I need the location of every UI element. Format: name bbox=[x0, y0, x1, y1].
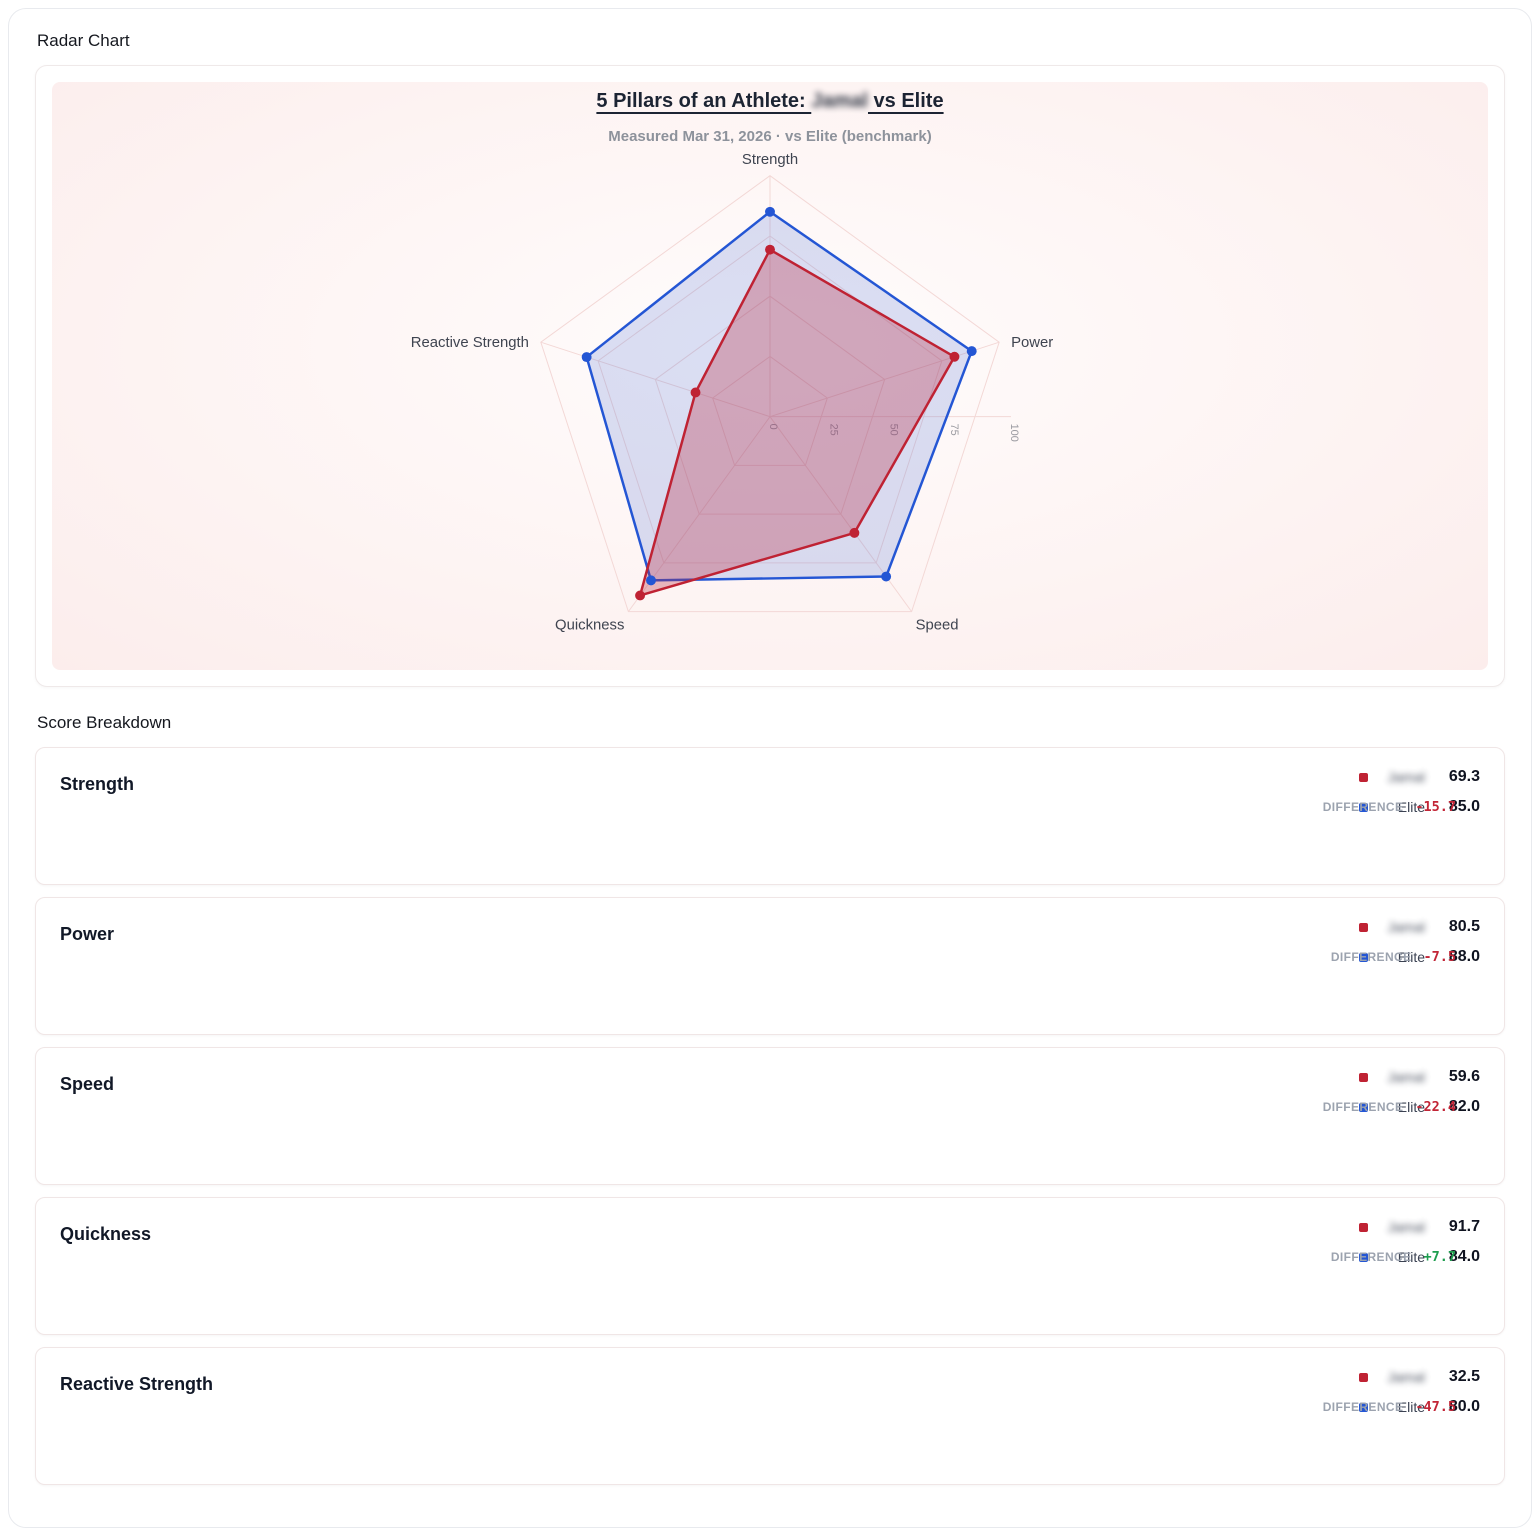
breakdown-section-title: Score Breakdown bbox=[37, 713, 172, 732]
athlete-value: 32.5 bbox=[1448, 1368, 1480, 1385]
difference-label: DIFFERENCE bbox=[1330, 1250, 1412, 1264]
category-label: Strength bbox=[60, 774, 134, 794]
difference-row: DIFFERENCE -7.5 bbox=[1331, 949, 1456, 965]
svg-text:Reactive Strength: Reactive Strength bbox=[411, 335, 529, 351]
svg-text:75: 75 bbox=[948, 424, 960, 436]
svg-text:25: 25 bbox=[827, 424, 839, 436]
difference-value: -7.5 bbox=[1423, 949, 1456, 965]
difference-row: DIFFERENCE -22.4 bbox=[1323, 1099, 1456, 1115]
chart-subtitle: Measured Mar 31, 2026 · vs Elite (benchm… bbox=[608, 128, 932, 145]
elite-value: 80.0 bbox=[1448, 1398, 1480, 1415]
athlete-marker bbox=[1359, 1372, 1368, 1382]
radar-chart-area: 5 Pillars of an Athlete: Jamal vs Elite … bbox=[52, 82, 1488, 670]
chart-title-suffix: vs Elite bbox=[867, 90, 944, 112]
breakdown-card: Reactive Strength Jamal 32.5 Elite 80.0 … bbox=[35, 1347, 1505, 1485]
radar-chart-card: 5 Pillars of an Athlete: Jamal vs Elite … bbox=[35, 65, 1505, 687]
difference-row: DIFFERENCE +7.7 bbox=[1331, 1249, 1456, 1265]
athlete-score-row: Jamal 32.5 bbox=[1290, 1368, 1480, 1386]
difference-label: DIFFERENCE bbox=[1330, 950, 1412, 964]
elite-name: Elite bbox=[1397, 1249, 1425, 1265]
svg-text:100: 100 bbox=[1008, 424, 1020, 442]
elite-marker bbox=[1359, 802, 1368, 812]
athlete-name: Jamal bbox=[1387, 1219, 1425, 1235]
elite-score-row: Elite 82.0 bbox=[1290, 1098, 1480, 1116]
svg-text:Speed: Speed bbox=[916, 617, 959, 633]
elite-score-row: Elite 80.0 bbox=[1290, 1398, 1480, 1416]
elite-name: Elite bbox=[1397, 1099, 1425, 1115]
category-label: Quickness bbox=[60, 1224, 152, 1244]
difference-label: DIFFERENCE bbox=[1322, 800, 1404, 814]
athlete-name: Jamal bbox=[1387, 769, 1425, 785]
elite-marker bbox=[1359, 1252, 1368, 1262]
difference-label: DIFFERENCE bbox=[1322, 1400, 1404, 1414]
athlete-marker bbox=[1359, 922, 1368, 932]
category-label: Speed bbox=[60, 1074, 115, 1094]
chart-title-prefix: 5 Pillars of an Athlete: bbox=[596, 90, 812, 112]
category-label: Power bbox=[60, 924, 115, 944]
athlete-name: Jamal bbox=[1387, 919, 1425, 935]
breakdown-card: Strength Jamal 69.3 Elite 85.0 DIFFERENC… bbox=[35, 747, 1505, 885]
athlete-score-row: Jamal 59.6 bbox=[1290, 1068, 1480, 1086]
athlete-name-redacted: Jamal bbox=[811, 90, 868, 112]
difference-value: -47.5 bbox=[1415, 1399, 1456, 1415]
athlete-value: 80.5 bbox=[1448, 918, 1480, 935]
svg-text:Strength: Strength bbox=[742, 152, 798, 168]
athlete-value: 69.3 bbox=[1448, 768, 1480, 785]
category-label: Reactive Strength bbox=[60, 1374, 214, 1394]
elite-name: Elite bbox=[1397, 949, 1425, 965]
radar-chart-canvas[interactable]: 0 25 50 75 100 Strength Power Speed Quickness Rea… bbox=[52, 82, 1488, 670]
elite-marker bbox=[1359, 1102, 1368, 1112]
elite-marker bbox=[1359, 952, 1368, 962]
athlete-score-row: Jamal 69.3 bbox=[1290, 768, 1480, 786]
athlete-name: Jamal bbox=[1387, 1369, 1425, 1385]
breakdown-card: Quickness Jamal 91.7 Elite 84.0 DIFFEREN… bbox=[35, 1197, 1505, 1335]
difference-value: -22.4 bbox=[1415, 1099, 1456, 1115]
elite-value: 84.0 bbox=[1448, 1248, 1480, 1265]
svg-text:50: 50 bbox=[887, 424, 899, 436]
elite-value: 88.0 bbox=[1448, 948, 1480, 965]
chart-title: 5 Pillars of an Athlete: Jamal vs Elite bbox=[52, 90, 1488, 113]
difference-value: -15.7 bbox=[1415, 799, 1456, 815]
elite-name: Elite bbox=[1397, 799, 1425, 815]
athlete-name: Jamal bbox=[1387, 1069, 1425, 1085]
elite-value: 82.0 bbox=[1448, 1098, 1480, 1115]
difference-row: DIFFERENCE -15.7 bbox=[1323, 799, 1456, 815]
difference-value: +7.7 bbox=[1423, 1249, 1456, 1265]
athlete-marker bbox=[1359, 1072, 1368, 1082]
report-page: Radar Chart 5 Pillars of an Athlete: Jam… bbox=[8, 8, 1532, 1528]
athlete-marker bbox=[1359, 1222, 1368, 1232]
svg-text:Quickness: Quickness bbox=[555, 617, 624, 633]
radar-section-title: Radar Chart bbox=[37, 31, 130, 50]
breakdown-card: Power Jamal 80.5 Elite 88.0 DIFFERENCE -… bbox=[35, 897, 1505, 1035]
breakdown-list: Strength Jamal 69.3 Elite 85.0 DIFFERENC… bbox=[35, 747, 1505, 1485]
elite-score-row: Elite 84.0 bbox=[1290, 1248, 1480, 1266]
elite-score-row: Elite 85.0 bbox=[1290, 798, 1480, 816]
elite-name: Elite bbox=[1397, 1399, 1425, 1415]
elite-value: 85.0 bbox=[1448, 798, 1480, 815]
athlete-marker bbox=[1359, 772, 1368, 782]
breakdown-card: Speed Jamal 59.6 Elite 82.0 DIFFERENCE -… bbox=[35, 1047, 1505, 1185]
elite-score-row: Elite 88.0 bbox=[1290, 948, 1480, 966]
athlete-score-row: Jamal 91.7 bbox=[1290, 1218, 1480, 1236]
difference-row: DIFFERENCE -47.5 bbox=[1323, 1399, 1456, 1415]
elite-marker bbox=[1359, 1402, 1368, 1412]
difference-label: DIFFERENCE bbox=[1322, 1100, 1404, 1114]
svg-text:0: 0 bbox=[767, 424, 779, 430]
athlete-value: 59.6 bbox=[1448, 1068, 1480, 1085]
athlete-value: 91.7 bbox=[1448, 1218, 1480, 1235]
athlete-score-row: Jamal 80.5 bbox=[1290, 918, 1480, 936]
svg-text:Power: Power bbox=[1011, 335, 1053, 351]
